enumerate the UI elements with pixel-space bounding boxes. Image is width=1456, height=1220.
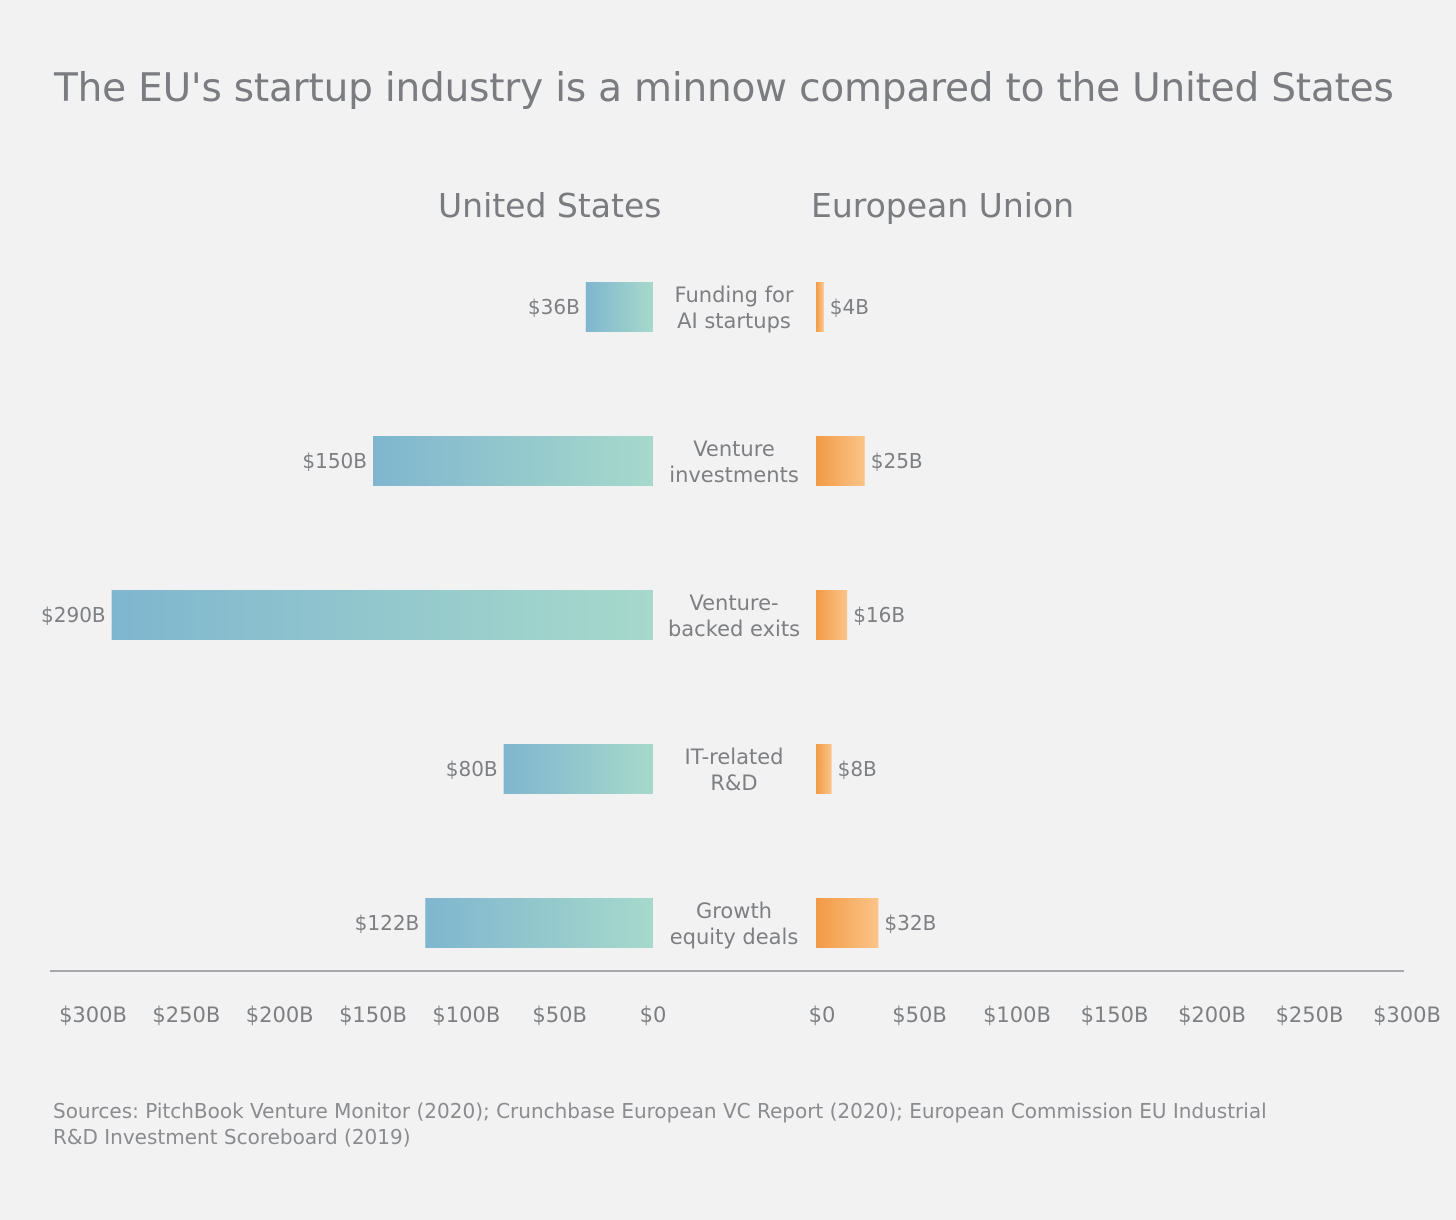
us-value-label: $290B [41, 603, 106, 627]
eu-value-label: $16B [853, 603, 905, 627]
category-label-line: R&D [710, 771, 757, 795]
eu-value-label: $8B [838, 757, 877, 781]
eu-value-label: $4B [830, 295, 869, 319]
us-axis-tick: $200B [246, 1003, 314, 1027]
ticks-layer: $0 $0 $50B $50B $100B $100B $150B $150B $200B $20… [59, 1003, 1441, 1027]
category-label-line: AI startups [677, 309, 791, 333]
category-label: Funding for AI startups [675, 283, 794, 333]
eu-value-label: $32B [884, 911, 936, 935]
eu-panel-title: European Union [811, 186, 1075, 225]
category-label-line: equity deals [670, 925, 799, 949]
eu-axis-tick: $50B [892, 1003, 947, 1027]
category-label: IT-related R&D [685, 745, 784, 795]
us-axis-tick: $0 [640, 1003, 667, 1027]
us-axis-tick: $300B [59, 1003, 127, 1027]
eu-bar-it-related-r-d [816, 744, 832, 794]
us-axis-tick: $150B [339, 1003, 407, 1027]
category-label: Venture-backed exits [668, 591, 800, 641]
category-label-line: IT-related [685, 745, 784, 769]
eu-bar-venture-backed-exits [816, 590, 848, 640]
us-bar-growth-equity-deals [425, 898, 653, 948]
eu-axis-tick: $200B [1178, 1003, 1246, 1027]
us-value-label: $80B [446, 757, 498, 781]
eu-bar-growth-equity-deals [816, 898, 879, 948]
us-axis-tick: $50B [532, 1003, 587, 1027]
sources-note: Sources: PitchBook Venture Monitor (2020… [53, 1099, 1267, 1149]
eu-bar-venture-investments [816, 436, 865, 486]
us-bar-it-related-r-d [503, 744, 653, 794]
us-bar-venture-backed-exits [111, 590, 653, 640]
category-label-line: Venture- [689, 591, 778, 615]
eu-axis-tick: $250B [1276, 1003, 1344, 1027]
category-label-line: backed exits [668, 617, 800, 641]
eu-axis-tick: $150B [1081, 1003, 1149, 1027]
us-bar-venture-investments [373, 436, 653, 486]
eu-axis-tick: $0 [809, 1003, 836, 1027]
chart-title: The EU's startup industry is a minnow co… [54, 66, 1394, 111]
us-value-label: $150B [302, 449, 367, 473]
us-panel-title: United States [438, 186, 662, 225]
eu-bar-funding-for-ai-startups [816, 282, 824, 332]
category-label-line: Funding for [675, 283, 794, 307]
category-label-line: Venture [693, 437, 775, 461]
category-label: Venture investments [669, 437, 799, 487]
us-axis-tick: $100B [432, 1003, 500, 1027]
us-bar-funding-for-ai-startups [585, 282, 653, 332]
us-value-label: $36B [528, 295, 580, 319]
category-label: Growth equity deals [670, 899, 799, 949]
labels-layer: $36B $4B Funding for AI startups $150B $25B Ve… [41, 283, 936, 949]
eu-value-label: $25B [871, 449, 923, 473]
category-label-line: Growth [696, 899, 772, 923]
us-value-label: $122B [355, 911, 420, 935]
eu-axis-tick: $300B [1373, 1003, 1441, 1027]
bars-layer [111, 282, 879, 948]
us-axis-tick: $250B [152, 1003, 220, 1027]
category-label-line: investments [669, 463, 799, 487]
eu-axis-tick: $100B [983, 1003, 1051, 1027]
